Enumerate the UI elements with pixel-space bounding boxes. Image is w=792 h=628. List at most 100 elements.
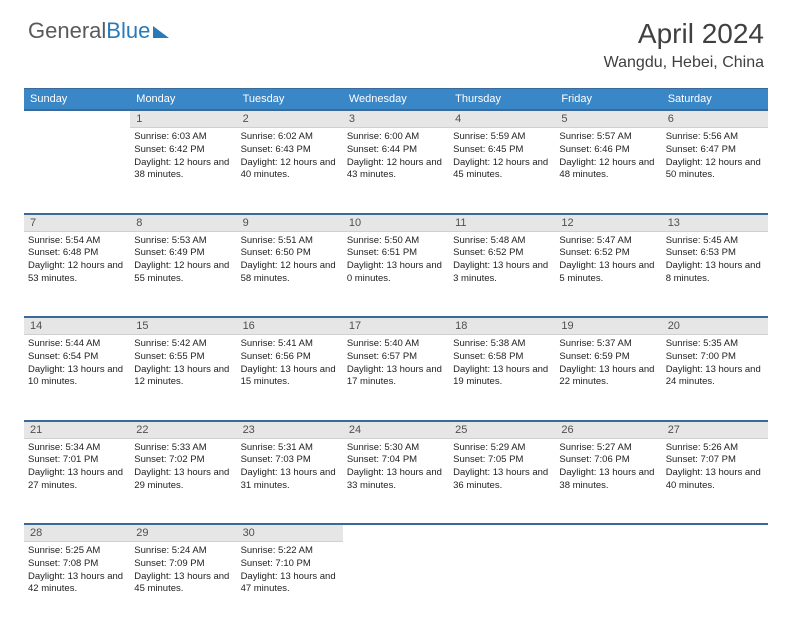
daylight-line: Daylight: 13 hours and 29 minutes.: [134, 467, 229, 491]
sunrise-line: Sunrise: 5:42 AM: [134, 338, 206, 349]
sunset-line: Sunset: 7:02 PM: [134, 454, 204, 465]
daylight-line: Daylight: 12 hours and 55 minutes.: [134, 260, 229, 284]
sunrise-line: Sunrise: 5:34 AM: [28, 442, 100, 453]
day-number: 23: [237, 421, 343, 439]
sunrise-line: Sunrise: 5:48 AM: [453, 235, 525, 246]
day-number: 8: [130, 214, 236, 232]
day-details: Sunrise: 5:37 AMSunset: 6:59 PMDaylight:…: [555, 335, 661, 391]
day-number: 7: [24, 214, 130, 232]
empty-cell: [24, 110, 130, 128]
day-details: Sunrise: 5:57 AMSunset: 6:46 PMDaylight:…: [555, 128, 661, 184]
sunrise-line: Sunrise: 5:59 AM: [453, 131, 525, 142]
weekday-header: Sunday: [24, 89, 130, 111]
daylight-line: Daylight: 13 hours and 38 minutes.: [559, 467, 654, 491]
daylight-line: Daylight: 12 hours and 50 minutes.: [666, 157, 761, 181]
day-cell: Sunrise: 5:42 AM Sunset: 6:55 PM Daylight:…: [130, 335, 236, 421]
day-details: Sunrise: 5:30 AMSunset: 7:04 PMDaylight:…: [343, 439, 449, 495]
sunrise-line: Sunrise: 5:25 AM: [28, 545, 100, 556]
sunset-line: Sunset: 6:48 PM: [28, 247, 98, 258]
sunrise-line: Sunrise: 5:27 AM: [559, 442, 631, 453]
day-number: 16: [237, 317, 343, 335]
weekday-header: Friday: [555, 89, 661, 111]
sunrise-line: Sunrise: 5:38 AM: [453, 338, 525, 349]
daylight-line: Daylight: 12 hours and 48 minutes.: [559, 157, 654, 181]
empty-cell: [555, 524, 661, 542]
day-number: 25: [449, 421, 555, 439]
sunset-line: Sunset: 6:43 PM: [241, 144, 311, 155]
day-number: 28: [24, 524, 130, 542]
day-number-row: 21222324252627: [24, 421, 768, 439]
daylight-line: Daylight: 13 hours and 42 minutes.: [28, 571, 123, 595]
logo-text-1: General: [28, 18, 106, 44]
day-details: Sunrise: 5:42 AM Sunset: 6:55 PM Daylight:…: [130, 335, 236, 391]
day-number: 1: [130, 110, 236, 128]
day-number: 3: [343, 110, 449, 128]
day-number-row: 14151617181920: [24, 317, 768, 335]
day-cell: Sunrise: 5:33 AMSunset: 7:02 PM Daylight:…: [130, 438, 236, 524]
sunset-line: Sunset: 6:55 PM: [134, 351, 204, 362]
day-number: 21: [24, 421, 130, 439]
day-cell: Sunrise: 5:35 AMSunset: 7:00 PMDaylight:…: [662, 335, 768, 421]
day-number: 20: [662, 317, 768, 335]
day-details: Sunrise: 5:53 AMSunset: 6:49 PMDaylight:…: [130, 232, 236, 288]
sunset-line: Sunset: 6:59 PM: [559, 351, 629, 362]
empty-cell: [449, 524, 555, 542]
day-details: Sunrise: 5:56 AMSunset: 6:47 PMDaylight:…: [662, 128, 768, 184]
day-cell: Sunrise: 5:25 AM Sunset: 7:08 PM Daylight:…: [24, 542, 130, 628]
day-body-row: Sunrise: 5:44 AMSunset: 6:54 PMDaylight:…: [24, 335, 768, 421]
weekday-header: Monday: [130, 89, 236, 111]
day-details: Sunrise: 6:02 AM Sunset: 6:43 PM Daylight:…: [237, 128, 343, 184]
day-cell: Sunrise: 5:26 AMSunset: 7:07 PMDaylight:…: [662, 438, 768, 524]
day-number: 12: [555, 214, 661, 232]
sunrise-line: Sunrise: 5:29 AM: [453, 442, 525, 453]
sunrise-line: Sunrise: 5:40 AM: [347, 338, 419, 349]
sunrise-line: Sunrise: 5:54 AM: [28, 235, 100, 246]
daylight-line: Daylight: 13 hours and 47 minutes.: [241, 571, 336, 595]
day-number: 26: [555, 421, 661, 439]
daylight-line: Daylight: 13 hours and 40 minutes.: [666, 467, 761, 491]
sunset-line: Sunset: 7:06 PM: [559, 454, 629, 465]
day-details: Sunrise: 5:25 AM Sunset: 7:08 PM Daylight:…: [24, 542, 130, 598]
day-number-row: 282930: [24, 524, 768, 542]
day-details: Sunrise: 5:27 AMSunset: 7:06 PM Daylight:…: [555, 439, 661, 495]
sunset-line: Sunset: 7:05 PM: [453, 454, 523, 465]
day-cell: Sunrise: 5:34 AMSunset: 7:01 PMDaylight:…: [24, 438, 130, 524]
day-cell: Sunrise: 5:29 AMSunset: 7:05 PM Daylight:…: [449, 438, 555, 524]
daylight-line: Daylight: 13 hours and 3 minutes.: [453, 260, 548, 284]
day-cell: Sunrise: 5:24 AMSunset: 7:09 PMDaylight:…: [130, 542, 236, 628]
empty-cell: [662, 524, 768, 542]
daylight-line: Daylight: 13 hours and 12 minutes.: [134, 364, 229, 388]
sunset-line: Sunset: 7:09 PM: [134, 558, 204, 569]
day-number: 29: [130, 524, 236, 542]
weekday-header: Thursday: [449, 89, 555, 111]
calendar-body: 123456Sunrise: 6:03 AMSunset: 6:42 PMDay…: [24, 110, 768, 628]
daylight-line: Daylight: 12 hours and 38 minutes.: [134, 157, 229, 181]
day-cell: Sunrise: 5:48 AMSunset: 6:52 PM Daylight:…: [449, 231, 555, 317]
day-number: 11: [449, 214, 555, 232]
sunrise-line: Sunrise: 5:33 AM: [134, 442, 206, 453]
day-details: Sunrise: 5:34 AMSunset: 7:01 PMDaylight:…: [24, 439, 130, 495]
day-cell: Sunrise: 5:54 AMSunset: 6:48 PMDaylight:…: [24, 231, 130, 317]
day-details: Sunrise: 5:41 AMSunset: 6:56 PMDaylight:…: [237, 335, 343, 391]
day-number: 10: [343, 214, 449, 232]
sunset-line: Sunset: 6:46 PM: [559, 144, 629, 155]
day-body-row: Sunrise: 5:25 AM Sunset: 7:08 PM Daylight:…: [24, 542, 768, 628]
day-details: Sunrise: 5:24 AMSunset: 7:09 PMDaylight:…: [130, 542, 236, 598]
weekday-header: Saturday: [662, 89, 768, 111]
day-number: 9: [237, 214, 343, 232]
sunrise-line: Sunrise: 6:02 AM: [241, 131, 313, 142]
sunrise-line: Sunrise: 5:37 AM: [559, 338, 631, 349]
day-cell: Sunrise: 5:31 AMSunset: 7:03 PMDaylight:…: [237, 438, 343, 524]
sunset-line: Sunset: 7:03 PM: [241, 454, 311, 465]
day-cell: Sunrise: 5:47 AMSunset: 6:52 PMDaylight:…: [555, 231, 661, 317]
day-details: Sunrise: 5:40 AMSunset: 6:57 PMDaylight:…: [343, 335, 449, 391]
day-cell: Sunrise: 5:53 AMSunset: 6:49 PMDaylight:…: [130, 231, 236, 317]
sunset-line: Sunset: 7:04 PM: [347, 454, 417, 465]
daylight-line: Daylight: 13 hours and 45 minutes.: [134, 571, 229, 595]
daylight-line: Daylight: 13 hours and 36 minutes.: [453, 467, 548, 491]
sunset-line: Sunset: 6:52 PM: [453, 247, 523, 258]
sunset-line: Sunset: 7:08 PM: [28, 558, 98, 569]
sunset-line: Sunset: 6:56 PM: [241, 351, 311, 362]
day-details: Sunrise: 5:54 AMSunset: 6:48 PMDaylight:…: [24, 232, 130, 288]
daylight-line: Daylight: 12 hours and 40 minutes.: [241, 157, 336, 181]
